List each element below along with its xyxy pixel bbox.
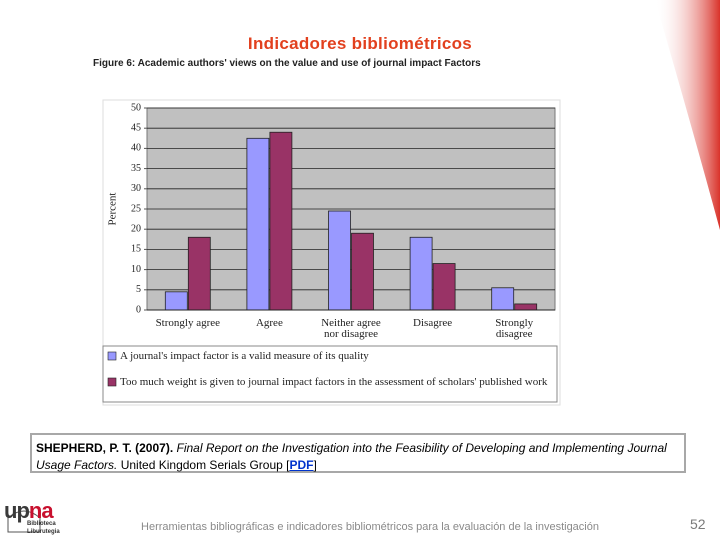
bar xyxy=(351,232,374,311)
slide-title: Indicadores bibliométricos xyxy=(247,34,473,53)
bar xyxy=(409,236,433,311)
bar xyxy=(514,303,538,311)
y-tick-label: 20 xyxy=(131,223,141,234)
y-tick-label: 5 xyxy=(136,284,141,295)
x-tick-label: Agree xyxy=(255,317,283,329)
y-tick-label: 35 xyxy=(131,163,141,174)
y-tick-label: 25 xyxy=(131,203,141,214)
y-tick-label: 15 xyxy=(131,244,141,255)
x-tick-label: Strongly disagree xyxy=(495,317,534,340)
bar xyxy=(328,210,351,311)
x-tick-label: Neither agree nor disagree xyxy=(321,317,381,340)
bar xyxy=(164,291,188,311)
logo-line: Biblioteca xyxy=(27,521,56,527)
bar xyxy=(491,287,515,311)
x-tick-label: Disagree xyxy=(413,317,453,329)
corner-decoration xyxy=(655,0,720,230)
legend-label: A journal's impact factor is a valid mea… xyxy=(120,350,369,362)
logo-line: Liburutegia xyxy=(27,529,60,535)
bar xyxy=(269,131,293,311)
citation-title: Final Report on the Investigation into t… xyxy=(36,441,667,472)
chart: 0 5 10 15 20 25 30 35 40 45 50 xyxy=(107,102,555,387)
legend-swatch xyxy=(107,351,117,361)
citation-close: ] xyxy=(313,458,317,472)
citation-author: SHEPHERD, P. T. (2007). xyxy=(36,441,174,455)
footer-text: Herramientas bibliográficas e indicadore… xyxy=(141,521,599,533)
bar xyxy=(187,236,211,311)
page-number: 52 xyxy=(690,516,706,532)
y-tick-label: 30 xyxy=(131,183,141,194)
legend-box xyxy=(102,345,558,403)
figure-caption: Figure 6: Academic authors' views on the… xyxy=(93,58,481,69)
y-tick-label: 40 xyxy=(131,143,141,154)
pdf-link[interactable]: PDF xyxy=(289,458,314,472)
y-tick-label: 45 xyxy=(131,122,141,133)
logo-part: up xyxy=(4,498,30,523)
y-axis-label: Percent xyxy=(107,193,119,226)
citation-publisher: United Kingdom Serials Group [ xyxy=(120,458,290,472)
y-tick-label: 10 xyxy=(131,264,141,275)
citation: SHEPHERD, P. T. (2007). Final Report on … xyxy=(30,433,686,473)
logo-name: upna xyxy=(4,498,54,524)
x-tick-label: Strongly agree xyxy=(155,317,221,329)
legend-label: Too much weight is given to journal impa… xyxy=(120,376,548,388)
library-logo-icon xyxy=(7,510,41,533)
bar xyxy=(246,137,270,311)
y-tick-label: 50 xyxy=(131,102,141,113)
logo-part: na xyxy=(28,498,54,523)
legend-swatch xyxy=(107,377,117,387)
y-tick-label: 0 xyxy=(136,304,141,315)
bar xyxy=(432,263,456,311)
